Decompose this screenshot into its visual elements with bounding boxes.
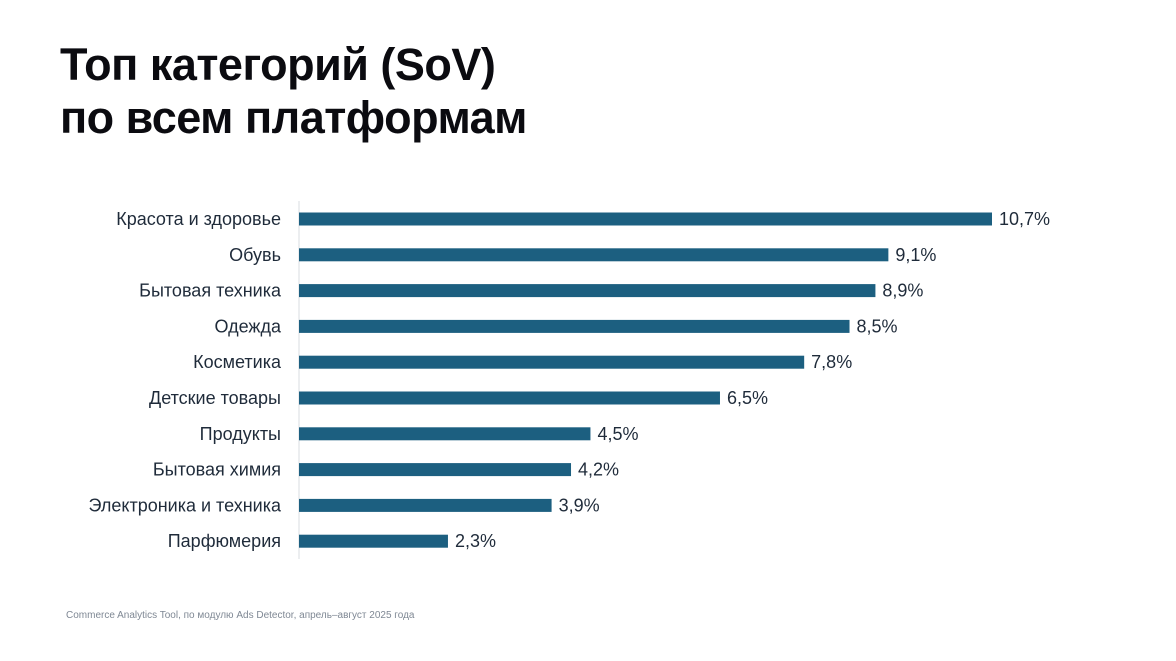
bar [299, 248, 889, 262]
category-label: Обувь [229, 245, 281, 265]
value-label: 10,7% [999, 209, 1050, 229]
title-line-1: Топ категорий (SoV) [60, 39, 496, 90]
bar [299, 355, 805, 369]
bar [299, 319, 850, 333]
value-label: 6,5% [727, 388, 768, 408]
bar [299, 284, 876, 298]
value-label: 3,9% [559, 495, 600, 515]
category-label: Парфюмерия [168, 531, 281, 551]
category-label: Красота и здоровье [116, 209, 281, 229]
category-label: Косметика [193, 352, 282, 372]
bar-chart-svg: Красота и здоровье 10,7% Обувь 9,1% Бытовая … [89, 201, 1050, 559]
value-label: 7,8% [811, 352, 852, 372]
bar [299, 498, 552, 512]
value-label: 8,5% [857, 316, 898, 336]
bar [299, 391, 720, 405]
value-label: 9,1% [895, 245, 936, 265]
bar [299, 212, 992, 226]
category-label: Детские товары [149, 388, 281, 408]
value-label: 4,2% [578, 460, 619, 480]
bar [299, 463, 572, 477]
title-line-2: по всем платформам [60, 92, 527, 143]
category-label: Электроника и техника [89, 495, 282, 515]
value-label: 4,5% [597, 424, 638, 444]
category-label: Продукты [200, 424, 281, 444]
page-title: Топ категорий (SoV) по всем платформам [60, 38, 527, 144]
category-label: Бытовая химия [153, 460, 281, 480]
bar [299, 534, 448, 548]
bar [299, 427, 591, 441]
value-label: 2,3% [455, 531, 496, 551]
category-label: Бытовая техника [139, 281, 282, 301]
source-note: Commerce Analytics Tool, по модулю Ads D… [66, 610, 415, 621]
value-label: 8,9% [882, 281, 923, 301]
bar-chart: Красота и здоровье 10,7% Обувь 9,1% Бытовая … [0, 195, 1176, 575]
category-label: Одежда [215, 316, 282, 336]
